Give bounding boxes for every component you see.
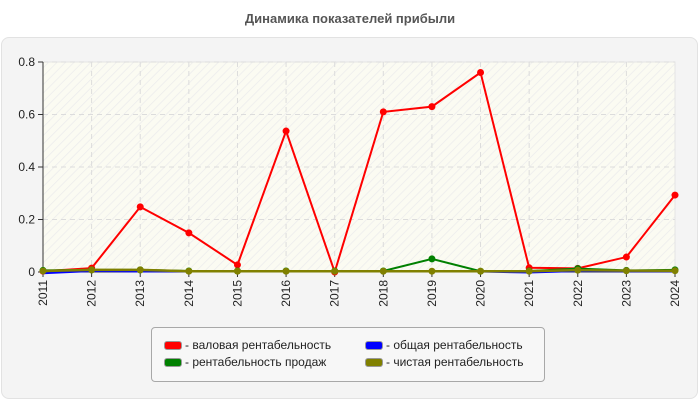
chart-title: Динамика показателей прибыли: [244, 11, 456, 26]
x-tick-label: 2011: [36, 280, 50, 306]
data-point[interactable]: [379, 108, 387, 116]
y-tick-label: 0.2: [18, 213, 35, 227]
x-tick-label: 2018: [376, 280, 390, 307]
y-tick-label: 0.6: [18, 108, 35, 122]
y-tick-label: 0.8: [18, 55, 35, 69]
data-point[interactable]: [331, 267, 339, 275]
data-point[interactable]: [136, 266, 144, 274]
x-tick-label: 2020: [474, 280, 488, 307]
x-tick-label: 2017: [328, 280, 342, 307]
data-point[interactable]: [282, 267, 290, 275]
legend-label: - общая рентабельность: [386, 338, 523, 352]
legend-item-sales: - рентабельность продаж: [164, 355, 326, 369]
data-point[interactable]: [233, 267, 241, 275]
data-point[interactable]: [282, 127, 290, 135]
x-tick-label: 2022: [571, 280, 585, 307]
legend-swatch-olive: [365, 357, 383, 367]
legend: - валовая рентабельность - общая рентабе…: [151, 327, 545, 382]
x-tick-label: 2013: [133, 280, 147, 307]
data-point[interactable]: [88, 266, 96, 274]
legend-item-gross: - валовая рентабельность: [164, 338, 331, 352]
data-point[interactable]: [671, 267, 679, 275]
data-point[interactable]: [477, 267, 485, 275]
legend-item-net: - чистая рентабельность: [365, 355, 523, 369]
series-line: [39, 266, 679, 275]
gridlines: [43, 61, 675, 272]
data-point[interactable]: [185, 229, 193, 237]
legend-item-total: - общая рентабельность: [365, 338, 523, 352]
data-point[interactable]: [671, 191, 679, 199]
data-point[interactable]: [39, 267, 47, 275]
data-point[interactable]: [477, 69, 485, 76]
data-point[interactable]: [185, 267, 193, 275]
data-point[interactable]: [428, 255, 436, 263]
x-tick-label: 2012: [85, 280, 99, 307]
data-point[interactable]: [428, 103, 436, 111]
x-tick-label: 2014: [182, 280, 196, 307]
legend-label: - валовая рентабельность: [185, 338, 332, 352]
x-tick-label: 2016: [279, 280, 293, 307]
x-tick-label: 2021: [522, 280, 536, 307]
data-point[interactable]: [525, 267, 533, 275]
data-point[interactable]: [622, 267, 630, 275]
data-point[interactable]: [136, 203, 144, 211]
data-point[interactable]: [622, 253, 630, 261]
data-series: [39, 69, 679, 276]
data-point[interactable]: [233, 261, 241, 269]
legend-swatch-red: [164, 340, 182, 350]
x-tick-label: 2019: [425, 280, 439, 307]
data-point[interactable]: [574, 266, 582, 274]
data-point[interactable]: [379, 267, 387, 275]
legend-label: - рентабельность продаж: [185, 355, 327, 369]
x-tick-label: 2023: [619, 280, 633, 307]
y-tick-label: 0: [28, 265, 35, 279]
x-tick-label: 2015: [230, 280, 244, 307]
x-tick-label: 2024: [668, 280, 682, 307]
data-point[interactable]: [428, 267, 436, 275]
legend-swatch-green: [164, 357, 182, 367]
y-tick-label: 0.4: [18, 160, 35, 174]
legend-label: - чистая рентабельность: [386, 355, 524, 369]
legend-swatch-blue: [365, 340, 383, 350]
